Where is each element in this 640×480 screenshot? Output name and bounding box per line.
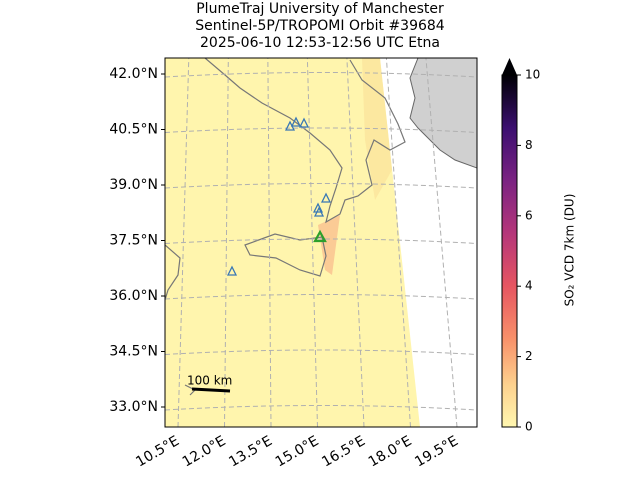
lat-grid-line xyxy=(165,294,477,300)
title-line: PlumeTraj University of Manchester xyxy=(196,1,444,17)
x-tick-label: 13.5°E xyxy=(226,433,275,470)
x-tick-label: 16.5°E xyxy=(319,433,368,470)
volcano xyxy=(290,116,302,127)
coast-italy xyxy=(204,58,406,224)
lat-grid-line xyxy=(165,72,477,78)
coast-sicily xyxy=(244,233,327,277)
x-tick-label: 10.5°E xyxy=(133,433,182,470)
map-frame xyxy=(164,57,478,428)
x-tick-label: 12.0°E xyxy=(180,433,229,470)
scale-bar xyxy=(191,387,231,393)
satellite-swath xyxy=(165,58,420,427)
grid xyxy=(165,58,477,427)
lon-grid-line xyxy=(177,58,190,427)
colorbar-tick-label: 4 xyxy=(525,279,533,293)
y-tick-label: 34.5°N xyxy=(109,344,158,360)
colorbar-tick-label: 8 xyxy=(525,138,533,152)
title-line: 2025-06-10 12:53-12:56 UTC Etna xyxy=(200,35,440,51)
colorbar-frame xyxy=(501,74,518,428)
lat-grid-line xyxy=(165,349,477,355)
volcano xyxy=(298,117,310,128)
lon-grid-line xyxy=(346,58,365,427)
y-tick-label: 40.5°N xyxy=(109,122,158,138)
x-tick-label: 15.0°E xyxy=(273,433,322,470)
scale-bar-label: 100 km xyxy=(187,374,232,388)
lat-grid-line xyxy=(165,183,477,189)
y-tick-label: 37.5°N xyxy=(109,233,158,249)
colorbar xyxy=(502,75,517,427)
y-tick-label: 33.0°N xyxy=(109,399,158,415)
x-tick-label: 19.5°E xyxy=(412,433,461,470)
y-tick-label: 42.0°N xyxy=(109,66,158,82)
map: 100 km xyxy=(165,58,477,427)
volcano xyxy=(313,206,325,217)
lon-grid-line xyxy=(267,58,272,427)
x-tick-label: 18.0°E xyxy=(366,433,415,470)
colorbar-extend xyxy=(502,58,517,75)
colorbar-tick-label: 2 xyxy=(525,349,533,363)
colorbar-tick-label: 10 xyxy=(525,68,540,82)
plume xyxy=(318,215,340,275)
lon-grid-line xyxy=(385,58,411,427)
lat-grid-line xyxy=(165,127,477,133)
lat-grid-line xyxy=(165,238,477,244)
volcano-etna xyxy=(313,229,327,243)
volcanoes xyxy=(226,116,332,276)
coast-tunisia xyxy=(165,244,181,301)
lon-grid-line xyxy=(425,58,458,427)
colorbar-label: SO₂ VCD 7km (DU) xyxy=(563,194,577,307)
lon-grid-line xyxy=(224,58,229,427)
title-line: Sentinel-5P/TROPOMI Orbit #39684 xyxy=(195,18,445,34)
volcano xyxy=(226,265,238,276)
colorbar-tick-label: 0 xyxy=(525,420,533,434)
y-tick-label: 39.0°N xyxy=(109,177,158,193)
volcano xyxy=(312,202,324,213)
volcano xyxy=(320,192,332,203)
land-balkans xyxy=(409,58,477,169)
lat-grid-line xyxy=(165,405,477,411)
colorbar-tick-label: 6 xyxy=(525,208,533,222)
y-tick-label: 36.0°N xyxy=(109,288,158,304)
lon-grid-line xyxy=(306,58,318,427)
